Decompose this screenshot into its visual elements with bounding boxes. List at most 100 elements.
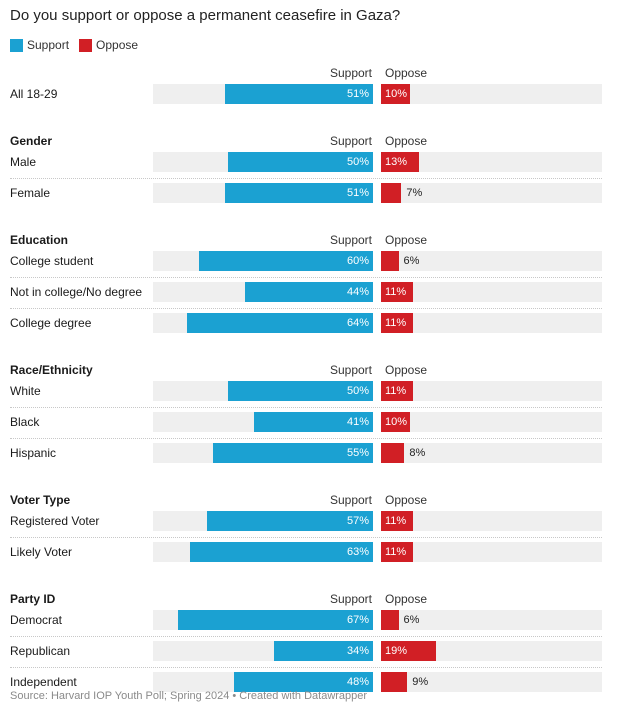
source-note: Source: Harvard IOP Youth Poll; Spring 2… (10, 690, 368, 702)
oppose-bar (381, 511, 414, 531)
support-bar (207, 511, 373, 531)
group-label: Race/Ethnicity (10, 363, 93, 377)
support-bar (190, 542, 373, 562)
legend-item-support: Support (10, 38, 69, 52)
support-value-label: 67% (346, 614, 369, 626)
column-head-oppose: Oppose (385, 493, 428, 507)
row-separator (10, 636, 602, 637)
support-value-label: 51% (346, 187, 369, 199)
support-bar (253, 412, 373, 432)
oppose-track (381, 542, 602, 562)
row-label: Hispanic (10, 446, 57, 460)
support-value-label: 64% (346, 317, 369, 329)
support-bar (274, 641, 373, 661)
support-bar (224, 183, 373, 203)
row-separator (10, 277, 602, 278)
oppose-bar (381, 152, 419, 172)
row-label: College student (10, 254, 94, 268)
oppose-value-label: 8% (409, 447, 426, 459)
support-bar (227, 381, 373, 401)
row-separator (10, 667, 602, 668)
oppose-bar (381, 313, 414, 333)
oppose-value-label: 6% (403, 255, 420, 267)
legend-item-oppose: Oppose (79, 38, 138, 52)
row-label: Not in college/No degree (10, 285, 143, 299)
column-head-oppose: Oppose (385, 363, 428, 377)
oppose-bar (381, 251, 399, 271)
support-value-label: 50% (346, 156, 369, 168)
row-separator (10, 407, 602, 408)
oppose-track (381, 672, 602, 692)
column-head-oppose: Oppose (385, 233, 428, 247)
column-head-support: Support (329, 233, 372, 247)
oppose-value-label: 10% (385, 416, 408, 428)
row-label: Republican (10, 644, 71, 658)
support-value-label: 41% (346, 416, 369, 428)
oppose-track (381, 282, 602, 302)
row-label: Independent (10, 675, 77, 689)
oppose-track (381, 84, 602, 104)
oppose-bar (381, 84, 411, 104)
oppose-bar (381, 443, 405, 463)
column-head-support: Support (329, 134, 372, 148)
legend-label-oppose: Oppose (96, 38, 139, 52)
oppose-bar (381, 610, 399, 630)
row-label: White (10, 384, 41, 398)
column-head-support: Support (329, 592, 372, 606)
oppose-value-label: 11% (385, 317, 407, 329)
oppose-value-label: 11% (385, 385, 407, 397)
oppose-track (381, 381, 602, 401)
group-label: Party ID (10, 592, 56, 606)
support-bar (233, 672, 373, 692)
oppose-track (381, 443, 602, 463)
oppose-track (381, 511, 602, 531)
oppose-bar (381, 542, 414, 562)
support-bar (178, 610, 373, 630)
row-label: Female (10, 186, 51, 200)
support-value-label: 63% (346, 546, 369, 558)
group-label: Education (10, 233, 69, 247)
oppose-value-label: 11% (385, 515, 407, 527)
support-value-label: 34% (346, 645, 369, 657)
row-separator (10, 178, 602, 179)
oppose-value-label: 9% (412, 676, 429, 688)
oppose-value-label: 7% (406, 187, 423, 199)
legend-swatch-support (10, 38, 23, 52)
support-value-label: 60% (346, 255, 369, 267)
column-head-oppose: Oppose (385, 66, 428, 80)
row-label: All 18-29 (10, 87, 58, 101)
row-separator (10, 438, 602, 439)
group-label: Voter Type (10, 493, 71, 507)
oppose-track (381, 412, 602, 432)
support-bar (224, 84, 373, 104)
group-label: Gender (10, 134, 53, 148)
oppose-bar (381, 412, 411, 432)
row-label: Registered Voter (10, 514, 100, 528)
oppose-bar (381, 381, 414, 401)
support-bar (213, 443, 373, 463)
row-separator (10, 537, 602, 538)
oppose-bar (381, 641, 437, 661)
oppose-value-label: 11% (385, 546, 407, 558)
column-head-support: Support (329, 66, 372, 80)
legend-swatch-oppose (79, 38, 93, 52)
row-separator (10, 308, 602, 309)
support-value-label: 44% (346, 286, 369, 298)
support-value-label: 51% (346, 88, 369, 100)
oppose-track (381, 313, 602, 333)
oppose-bar (381, 672, 408, 692)
support-value-label: 50% (346, 385, 369, 397)
oppose-value-label: 11% (385, 286, 407, 298)
support-bar (227, 152, 373, 172)
column-head-support: Support (329, 493, 372, 507)
support-bar (187, 313, 373, 333)
oppose-value-label: 13% (385, 156, 408, 168)
column-head-oppose: Oppose (385, 134, 428, 148)
oppose-value-label: 19% (385, 645, 408, 657)
oppose-track (381, 610, 602, 630)
support-value-label: 55% (346, 447, 369, 459)
chart-title: Do you support or oppose a permanent cea… (10, 7, 401, 24)
oppose-value-label: 10% (385, 88, 408, 100)
oppose-bar (381, 282, 414, 302)
